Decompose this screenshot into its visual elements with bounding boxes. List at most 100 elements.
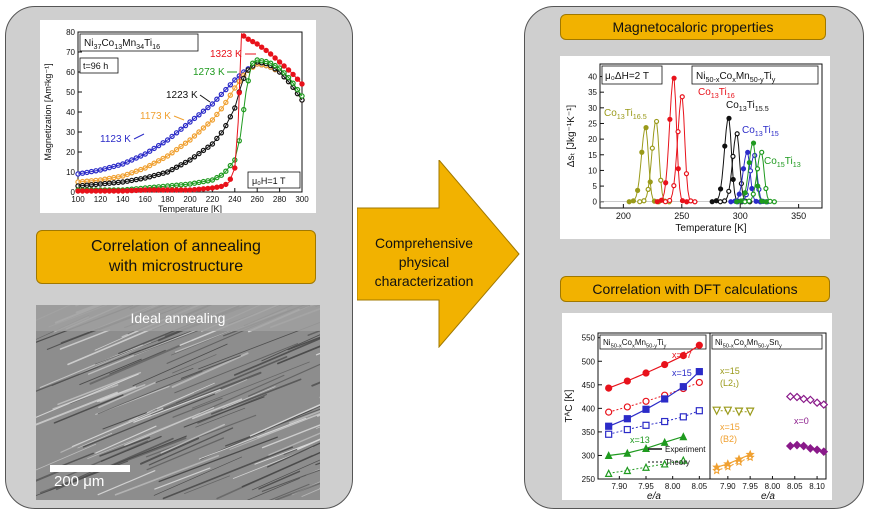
dft-theory-point — [695, 378, 703, 387]
scale-bar — [50, 465, 130, 472]
mag-xtick-label: 120 — [94, 195, 108, 204]
arrow-shape — [357, 160, 520, 348]
dft-left-xtick-label: 7.90 — [612, 482, 628, 491]
micro-lamella — [162, 446, 293, 500]
micro-lamella — [146, 382, 215, 413]
dft-right-xtick-label: 7.90 — [720, 482, 736, 491]
dft-theory-point — [712, 406, 722, 416]
dft-theory-point — [605, 430, 613, 438]
micro-lamella — [315, 462, 320, 466]
dft-plot: 250 300 350 400 450 500 550 TᴬC [K] 7.90 7.95 8.00… — [562, 313, 832, 500]
dft-theory-point — [642, 421, 650, 429]
micro-lamella — [261, 424, 320, 449]
micro-lamella — [146, 437, 225, 471]
micro-lamella — [258, 470, 301, 490]
dft-frame-2 — [709, 332, 827, 480]
ent-series-Co15Ti13 — [734, 140, 778, 205]
dft-left-label: x=17 — [672, 350, 692, 360]
dft-theory-point — [723, 462, 733, 471]
ent-point — [649, 145, 655, 151]
dft-exp-point — [661, 395, 669, 403]
dft-ytick-label: 250 — [582, 475, 596, 484]
mag-composition-box — [79, 33, 199, 52]
dft-theory-point — [799, 394, 809, 404]
ent-point — [722, 143, 728, 149]
dft-theory-point — [604, 469, 613, 477]
ent-xlabel: Temperature [K] — [675, 223, 746, 234]
dft-exp-point — [819, 447, 829, 457]
ent-point — [742, 190, 748, 196]
dft-exp-line — [716, 453, 751, 468]
ent-point — [671, 183, 677, 189]
mag-series-label: 1123 K — [100, 134, 131, 145]
micro-lamella — [124, 407, 215, 446]
dft-right-label: x=0 — [794, 416, 809, 426]
dft-right-series-x=15 — [712, 449, 755, 475]
mag-time-label: t=96 h — [83, 61, 108, 71]
dft-exp-point — [642, 369, 650, 377]
ent-series-label: Co13Ti15 — [742, 125, 779, 138]
ent-point — [767, 198, 773, 204]
ent-curve — [629, 126, 662, 203]
ent-xtick-label: 300 — [733, 211, 748, 221]
dft-theory-point — [623, 425, 631, 434]
dft-theory-point — [679, 413, 687, 421]
dft-ytick-label: 350 — [582, 428, 596, 437]
mag-series-1173-K — [75, 61, 305, 185]
ent-ytick-label: 40 — [588, 73, 597, 82]
ent-point — [738, 198, 744, 204]
dft-right-composition-box — [711, 334, 823, 350]
mag-field-label: μ₀H=1 T — [252, 176, 286, 186]
dft-theory-point — [785, 392, 795, 401]
dft-theory-point — [723, 406, 733, 416]
dft-right-sublabel: (L2₁) — [720, 378, 739, 388]
ent-point — [746, 159, 752, 166]
ent-point — [709, 199, 715, 205]
magnetocaloric-title: Magnetocaloric properties — [612, 19, 774, 35]
ent-ytick-label: 30 — [588, 104, 597, 113]
ent-point — [747, 168, 754, 174]
ent-point — [713, 198, 719, 204]
micro-lamella — [197, 393, 268, 424]
ent-point — [662, 199, 669, 205]
micro-lamella — [97, 470, 156, 496]
ent-point — [654, 199, 660, 205]
dft-exp-point — [679, 432, 688, 441]
ent-point — [679, 198, 686, 204]
micro-lamella — [257, 412, 320, 439]
micro-lamella — [148, 427, 234, 466]
micro-lamella — [89, 339, 192, 385]
magnetization-plot: 100 120 140 160 180 200 220 240 260 280 300 0 10 20 30… — [40, 20, 316, 213]
ent-point — [754, 166, 761, 172]
dft-theory-point — [660, 459, 669, 468]
micro-lamella — [55, 437, 174, 491]
dft-title-box: Correlation with DFT calculations — [560, 276, 830, 302]
micro-lamella — [172, 397, 223, 418]
micro-lamella — [268, 483, 310, 500]
ent-point — [717, 199, 723, 205]
mag-series-label: 1273 K — [193, 67, 225, 78]
dft-exp-point — [661, 360, 669, 369]
micro-lamella — [87, 416, 192, 459]
dft-ytick-label: 450 — [582, 381, 596, 390]
dft-exp-point — [723, 459, 733, 468]
mag-series-label: 1173 K — [140, 111, 171, 122]
ent-point — [742, 199, 748, 205]
mag-series-1323-K — [75, 32, 305, 194]
micro-lamella — [155, 367, 194, 383]
mag-composition: Ni37Co13Mn34Ti16 — [84, 38, 160, 51]
dft-theory-point — [734, 407, 744, 417]
ent-point — [726, 115, 732, 121]
ent-point — [736, 191, 742, 197]
micro-lamella — [36, 350, 141, 392]
ent-point — [749, 185, 755, 192]
dft-theory-point — [745, 407, 755, 417]
dft-right-series-x=15 — [712, 406, 755, 417]
micro-lamella — [77, 432, 113, 449]
dft-right-xtick-label: 8.05 — [787, 482, 803, 491]
ent-series-label: Co13Ti16.5 — [604, 108, 647, 121]
mag-xtick-label: 280 — [273, 195, 287, 204]
micro-lamella — [133, 388, 221, 423]
dft-exp-point — [712, 462, 722, 472]
micro-lamella — [53, 394, 124, 424]
